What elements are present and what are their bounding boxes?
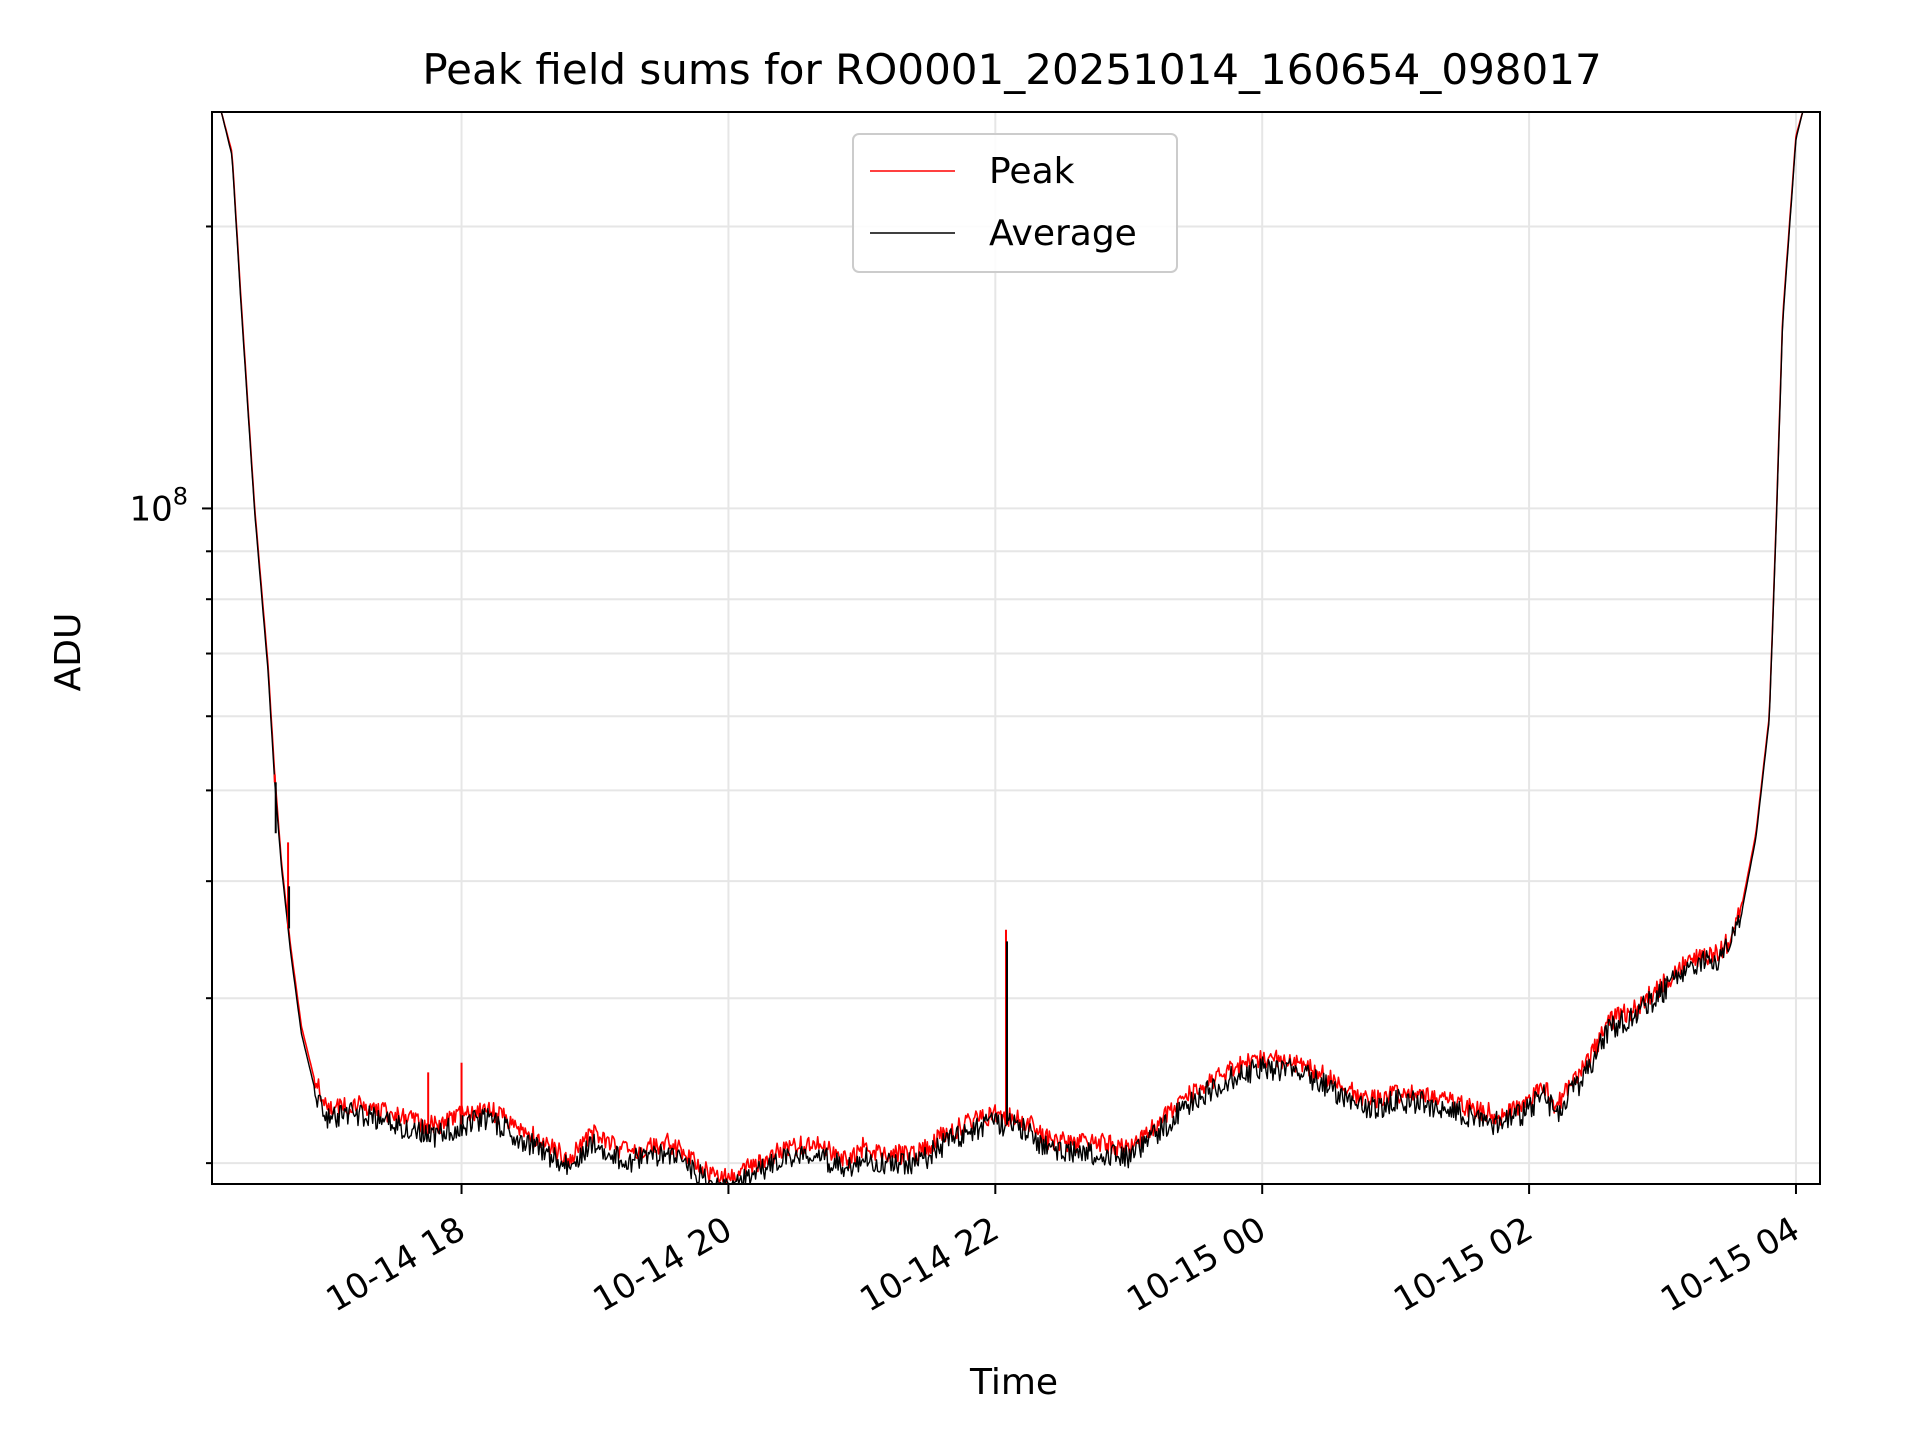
x-axis-label: Time: [969, 1362, 1058, 1403]
legend: Peak Average: [852, 133, 1178, 273]
legend-box: [852, 133, 1178, 273]
plot-area: [212, 112, 1820, 1184]
grid: [212, 112, 1820, 1184]
series-line-peak: [220, 112, 1804, 1184]
chart-title: Peak field sums for RO0001_20251014_1606…: [422, 45, 1601, 94]
y-axis-label: ADU: [48, 613, 89, 692]
series-layer: [220, 112, 1804, 1184]
legend-label-peak: Peak: [989, 151, 1075, 192]
series-line-average: [220, 112, 1804, 1184]
plot-frame: [211, 111, 1821, 1185]
legend-label-average: Average: [989, 213, 1137, 254]
